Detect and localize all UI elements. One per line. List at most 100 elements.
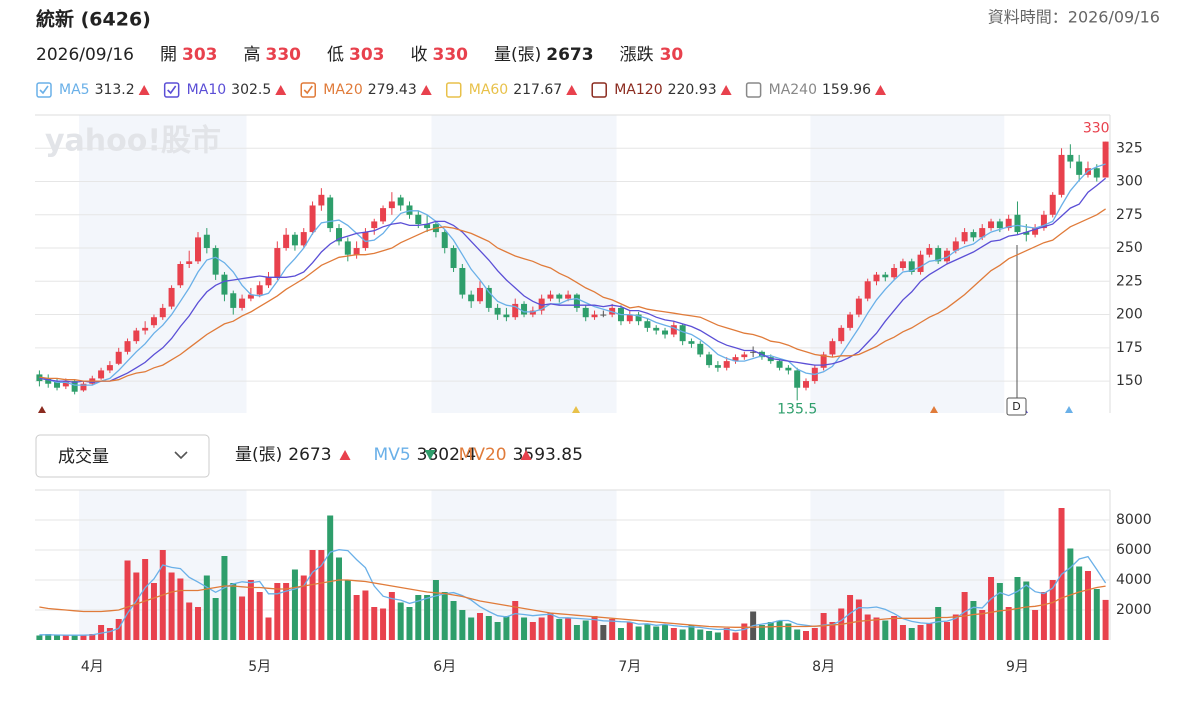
legend-checkbox (591, 82, 607, 98)
candle-body (1023, 232, 1030, 235)
header-field: 漲跌 (620, 45, 654, 65)
volume-bar (247, 580, 254, 640)
y-tick-label: 8000 (1116, 512, 1152, 528)
legend-value: 279.43 (368, 82, 417, 98)
legend-name: MA10 (187, 82, 226, 98)
legend-value: 313.2 (95, 82, 135, 98)
select-label[interactable]: 成交量 (58, 447, 109, 467)
header-field: 量(張) (494, 45, 541, 65)
data-time: 資料時間：2026/09/16 (988, 8, 1160, 27)
candle-body (882, 274, 889, 278)
volume-bar (327, 515, 334, 640)
event-marker (1065, 406, 1073, 413)
candle-body (1049, 194, 1056, 215)
candle-body (274, 248, 281, 278)
candle-body (820, 354, 827, 368)
volume-bar (732, 632, 739, 640)
volume-bar (521, 617, 528, 640)
candle-body (838, 327, 845, 342)
y-tick-label: 275 (1116, 207, 1143, 223)
month-band (79, 115, 247, 413)
volume-bar (424, 595, 431, 640)
volume-bar (388, 592, 395, 640)
legend-name: 量(張) (235, 445, 282, 465)
candle-body (776, 361, 783, 368)
volume-bar (459, 610, 466, 640)
volume-bar (212, 598, 219, 640)
trend-arrow (138, 85, 150, 95)
volume-bar (80, 635, 87, 640)
volume-bar (538, 617, 545, 640)
header-field: 高 (243, 45, 260, 65)
chevron[interactable] (174, 451, 188, 460)
candle-body (723, 361, 730, 368)
legend-value: 3593.85 (513, 445, 583, 465)
candle-body (450, 248, 457, 268)
volume-bar (239, 596, 246, 640)
volume-bar (758, 625, 765, 640)
ma-line (39, 208, 1106, 382)
volume-bar (265, 617, 272, 640)
y-tick-label: 300 (1116, 174, 1143, 190)
indicator-select[interactable]: 成交量 (35, 434, 210, 478)
candle-body (230, 293, 237, 308)
candle-body (335, 228, 342, 242)
volume-bar (829, 622, 836, 640)
volume-bar (873, 617, 880, 640)
candle-body (1005, 218, 1012, 229)
candle-body (362, 232, 369, 249)
volume-bar (318, 550, 325, 640)
dividend-box (1006, 397, 1027, 416)
candle-body (476, 287, 483, 302)
y-tick-label: 325 (1116, 140, 1143, 156)
volume-bar (291, 569, 298, 640)
volume-bar (617, 628, 624, 640)
x-tick-label: 4月 (81, 659, 104, 675)
header-field: 低 (327, 45, 344, 65)
legend-checkbox (300, 82, 316, 98)
candle-body (256, 285, 263, 295)
candle-body (573, 294, 580, 308)
candle-body (829, 341, 836, 355)
volume-bar (891, 616, 898, 640)
candle-body (785, 367, 792, 371)
candle-body (186, 261, 193, 264)
volume-bar (1040, 592, 1047, 640)
candle-body (521, 303, 528, 315)
candle-body (221, 274, 228, 295)
legend-name: MA5 (59, 82, 90, 98)
candle-body (327, 197, 334, 229)
candle-body (142, 327, 149, 331)
candle-body (1058, 154, 1065, 195)
volume-bar (1102, 599, 1109, 640)
volume-bar (89, 634, 96, 640)
volume-bar (547, 613, 554, 640)
candle-body (644, 321, 651, 328)
x-tick-label: 6月 (433, 659, 456, 675)
candle-body (952, 241, 959, 251)
volume-bar (811, 628, 818, 640)
volume-bar (662, 625, 669, 640)
volume-bar (582, 620, 589, 640)
candle-body (556, 294, 563, 299)
candle-body (203, 234, 210, 249)
y-tick-label: 6000 (1116, 542, 1152, 558)
candle-body (1014, 214, 1021, 233)
mv-line (39, 579, 1106, 628)
select-box[interactable] (35, 434, 210, 478)
trend-arrow (420, 85, 432, 95)
volume-bar (177, 578, 184, 640)
volume-bar (1023, 581, 1030, 640)
candle-body (371, 221, 378, 229)
volume-bar (168, 572, 175, 640)
trend-arrow (720, 85, 732, 95)
legend-value: 159.96 (822, 82, 871, 98)
mv-line (39, 549, 1107, 636)
volume-bar (882, 620, 889, 640)
volume-bar (485, 616, 492, 640)
ma-line (39, 177, 1107, 384)
candle-body (582, 307, 589, 318)
event-marker (930, 406, 938, 413)
volume-bar (150, 583, 157, 640)
